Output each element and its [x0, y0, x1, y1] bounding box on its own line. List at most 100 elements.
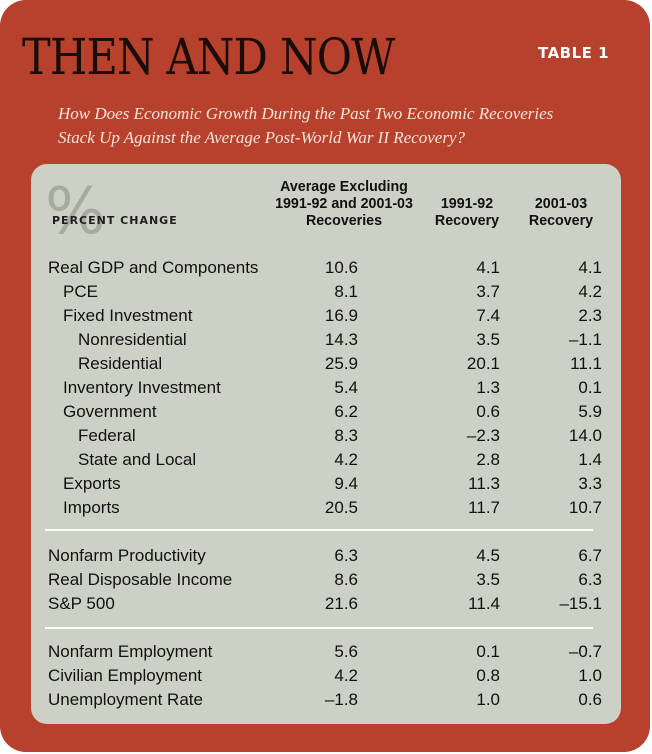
row-value: 14.0 — [568, 426, 602, 445]
row-value: 5.4 — [334, 378, 358, 397]
row-value: 10.6 — [324, 258, 358, 277]
row-value: 8.6 — [334, 570, 358, 589]
row-value: 11.3 — [468, 474, 500, 493]
row-value: 1.0 — [476, 690, 500, 709]
row-value: 21.6 — [324, 594, 358, 613]
row-label: Government — [63, 402, 157, 421]
row-label: PCE — [63, 282, 98, 301]
table-row: Fixed Investment 16.9 7.4 2.3 — [0, 304, 652, 328]
table-row: Civilian Employment 4.2 0.8 1.0 — [0, 664, 652, 688]
row-value: 5.9 — [578, 402, 602, 421]
row-label: Nonresidential — [78, 330, 187, 349]
table-row: Residential 25.9 20.1 11.1 — [0, 352, 652, 376]
row-value: 8.3 — [334, 426, 358, 445]
row-value: 25.9 — [324, 354, 358, 373]
table-row: State and Local 4.2 2.8 1.4 — [0, 448, 652, 472]
table-title: THEN AND NOW — [22, 28, 395, 86]
column-header-2001-03: 2001-03 Recovery — [516, 195, 606, 229]
row-value: 2.8 — [476, 450, 500, 469]
column-header-line: Recovery — [528, 212, 594, 229]
row-value: 16.9 — [324, 306, 358, 325]
percent-change-label: PERCENT CHANGE — [52, 214, 178, 227]
table-row: Real Disposable Income 8.6 3.5 6.3 — [0, 568, 652, 592]
row-value: 4.1 — [476, 258, 500, 277]
row-label: Nonfarm Productivity — [48, 546, 206, 565]
row-value: 11.4 — [468, 594, 500, 613]
row-value: 2.3 — [578, 306, 602, 325]
row-label: Fixed Investment — [63, 306, 193, 325]
row-label: Nonfarm Employment — [48, 642, 213, 661]
column-header-1991-92: 1991-92 Recovery — [422, 195, 512, 229]
row-value: 9.4 — [334, 474, 358, 493]
row-value: 5.6 — [334, 642, 358, 661]
row-label: Imports — [63, 498, 120, 517]
percent-icon: % — [45, 175, 106, 249]
row-value: 6.2 — [334, 402, 358, 421]
row-value: 7.4 — [476, 306, 500, 325]
row-value: 3.5 — [476, 570, 500, 589]
row-label: Real GDP and Components — [48, 258, 259, 277]
table-row: Unemployment Rate –1.8 1.0 0.6 — [0, 688, 652, 712]
column-header-average: Average Excluding 1991-92 and 2001-03 Re… — [264, 178, 424, 229]
row-value: 14.3 — [324, 330, 358, 349]
row-value: 11.7 — [468, 498, 500, 517]
table-row: Government 6.2 0.6 5.9 — [0, 400, 652, 424]
row-value: 20.1 — [466, 354, 500, 373]
table-row: Real GDP and Components 10.6 4.1 4.1 — [0, 256, 652, 280]
row-value: –15.1 — [559, 594, 602, 613]
section-divider — [45, 529, 593, 531]
row-value: 3.7 — [476, 282, 500, 301]
row-value: 20.5 — [324, 498, 358, 517]
table-row: Nonfarm Productivity 6.3 4.5 6.7 — [0, 544, 652, 568]
row-value: 0.6 — [578, 690, 602, 709]
row-value: 11.1 — [570, 354, 602, 373]
row-value: 1.4 — [578, 450, 602, 469]
subtitle-line-1: How Does Economic Growth During the Past… — [58, 104, 554, 123]
table-subtitle: How Does Economic Growth During the Past… — [58, 102, 638, 150]
row-value: 4.5 — [476, 546, 500, 565]
row-label: State and Local — [78, 450, 197, 469]
row-value: 6.3 — [578, 570, 602, 589]
table-row: Nonfarm Employment 5.6 0.1 –0.7 — [0, 640, 652, 664]
row-value: 0.6 — [476, 402, 500, 421]
table-number-tag: TABLE 1 — [538, 44, 610, 62]
table-row: Federal 8.3 –2.3 14.0 — [0, 424, 652, 448]
table-row: Exports 9.4 11.3 3.3 — [0, 472, 652, 496]
row-value: 0.1 — [476, 642, 500, 661]
column-header-line: Recoveries — [305, 212, 383, 229]
row-value: 1.0 — [578, 666, 602, 685]
table-row: Inventory Investment 5.4 1.3 0.1 — [0, 376, 652, 400]
table-row: Imports 20.5 11.7 10.7 — [0, 496, 652, 520]
row-value: 0.1 — [578, 378, 602, 397]
row-value: 4.1 — [578, 258, 602, 277]
row-value: 6.7 — [578, 546, 602, 565]
row-value: 4.2 — [334, 450, 358, 469]
row-value: 8.1 — [334, 282, 358, 301]
table-row: PCE 8.1 3.7 4.2 — [0, 280, 652, 304]
row-value: –0.7 — [568, 642, 602, 661]
row-label: Inventory Investment — [63, 378, 221, 397]
row-value: 6.3 — [334, 546, 358, 565]
table-panel — [31, 164, 621, 724]
section-divider — [45, 627, 593, 629]
row-value: –2.3 — [466, 426, 500, 445]
row-value: 0.8 — [476, 666, 500, 685]
subtitle-line-2: Stack Up Against the Average Post-World … — [58, 128, 465, 147]
column-header-line: 1991-92 — [440, 195, 494, 212]
row-value: 4.2 — [578, 282, 602, 301]
row-value: 3.3 — [578, 474, 602, 493]
row-label: Civilian Employment — [48, 666, 202, 685]
column-header-line: 2001-03 — [534, 195, 588, 212]
row-label: S&P 500 — [48, 594, 115, 613]
row-label: Exports — [63, 474, 121, 493]
row-value: 10.7 — [568, 498, 602, 517]
row-label: Unemployment Rate — [48, 690, 203, 709]
column-header-line: Recovery — [434, 212, 500, 229]
row-value: –1.8 — [324, 690, 358, 709]
row-label: Residential — [78, 354, 163, 373]
column-header-line: 1991-92 and 2001-03 — [275, 195, 413, 212]
row-label: Federal — [78, 426, 136, 445]
row-value: 3.5 — [476, 330, 500, 349]
table-row: Nonresidential 14.3 3.5 –1.1 — [0, 328, 652, 352]
column-header-line: Average Excluding — [280, 178, 408, 195]
